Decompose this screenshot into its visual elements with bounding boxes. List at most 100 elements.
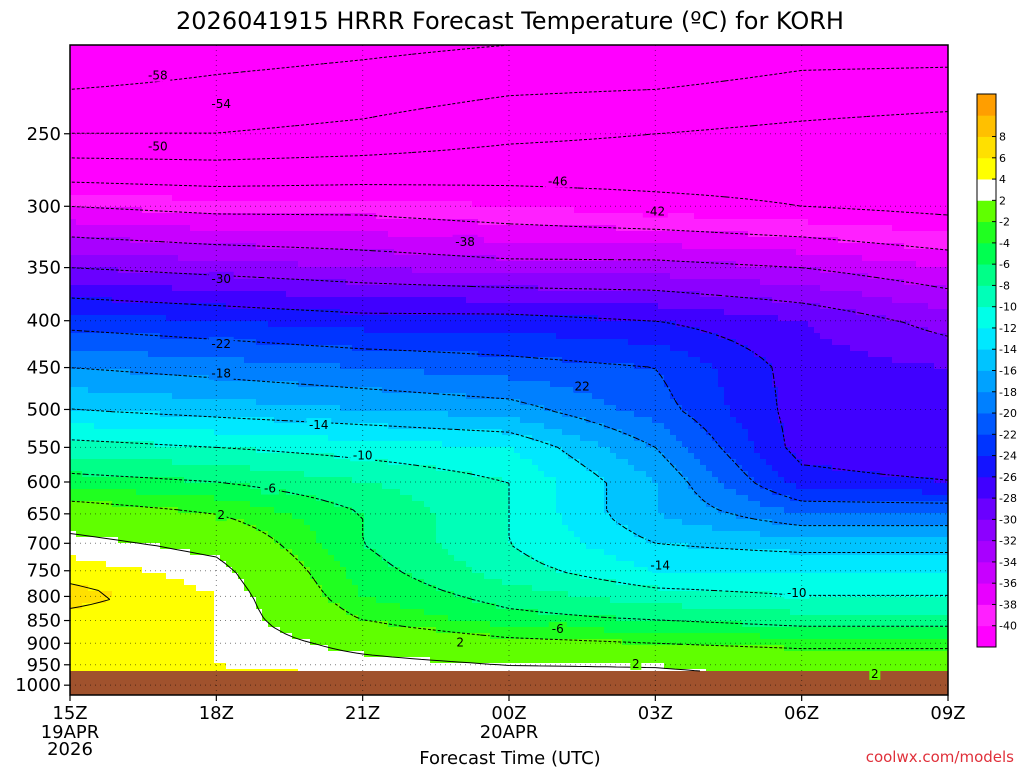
- field-cell: [184, 57, 191, 64]
- field-cell: [346, 561, 353, 568]
- field-cell: [178, 177, 185, 184]
- field-cell: [142, 495, 149, 502]
- field-cell: [226, 117, 233, 124]
- field-cell: [106, 285, 113, 292]
- field-cell: [328, 81, 335, 88]
- field-cell: [94, 153, 101, 160]
- field-cell: [76, 123, 83, 130]
- field-cell: [304, 525, 311, 532]
- field-cell: [184, 441, 191, 448]
- field-cell: [352, 321, 359, 328]
- field-cell: [202, 531, 209, 538]
- field-cell: [262, 279, 269, 286]
- field-cell: [214, 537, 221, 544]
- field-cell: [256, 537, 263, 544]
- field-cell: [292, 633, 299, 640]
- field-cell: [94, 231, 101, 238]
- field-cell: [148, 465, 155, 472]
- field-cell: [82, 537, 89, 544]
- field-cell: [238, 321, 245, 328]
- field-cell: [94, 453, 101, 460]
- field-cell: [262, 351, 269, 358]
- field-cell: [136, 495, 143, 502]
- field-cell: [106, 363, 113, 370]
- field-cell: [340, 285, 347, 292]
- field-cell: [214, 309, 221, 316]
- field-cell: [232, 465, 239, 472]
- field-cell: [148, 615, 155, 622]
- field-cell: [250, 135, 257, 142]
- field-cell: [154, 465, 161, 472]
- field-cell: [262, 315, 269, 322]
- field-cell: [124, 471, 131, 478]
- field-cell: [130, 297, 137, 304]
- field-cell: [82, 339, 89, 346]
- field-cell: [130, 201, 137, 208]
- field-cell: [94, 273, 101, 280]
- field-cell: [238, 105, 245, 112]
- field-cell: [286, 195, 293, 202]
- field-cell: [340, 201, 347, 208]
- field-cell: [202, 381, 209, 388]
- field-cell: [226, 159, 233, 166]
- field-cell: [178, 291, 185, 298]
- field-cell: [286, 387, 293, 394]
- field-cell: [124, 429, 131, 436]
- field-cell: [310, 345, 317, 352]
- field-cell: [346, 255, 353, 262]
- field-cell: [190, 321, 197, 328]
- field-cell: [292, 81, 299, 88]
- field-cell: [268, 423, 275, 430]
- field-cell: [118, 87, 125, 94]
- field-cell: [262, 579, 269, 586]
- field-cell: [178, 567, 185, 574]
- field-cell: [226, 459, 233, 466]
- field-cell: [328, 183, 335, 190]
- field-cell: [304, 489, 311, 496]
- field-cell: [346, 585, 353, 592]
- field-cell: [124, 333, 131, 340]
- field-cell: [184, 597, 191, 604]
- field-cell: [124, 519, 131, 526]
- field-cell: [310, 603, 317, 610]
- field-cell: [328, 387, 335, 394]
- field-cell: [76, 171, 83, 178]
- field-cell: [202, 621, 209, 628]
- field-cell: [292, 525, 299, 532]
- field-cell: [256, 555, 263, 562]
- field-cell: [202, 351, 209, 358]
- field-cell: [166, 285, 173, 292]
- field-cell: [340, 477, 347, 484]
- field-cell: [82, 99, 89, 106]
- field-cell: [112, 657, 119, 664]
- field-cell: [268, 225, 275, 232]
- field-cell: [166, 159, 173, 166]
- field-cell: [142, 561, 149, 568]
- field-cell: [232, 159, 239, 166]
- field-cell: [142, 99, 149, 106]
- field-cell: [274, 147, 281, 154]
- field-cell: [136, 435, 143, 442]
- field-cell: [250, 363, 257, 370]
- field-cell: [118, 525, 125, 532]
- field-cell: [160, 471, 167, 478]
- field-cell: [160, 645, 167, 652]
- field-cell: [232, 543, 239, 550]
- field-cell: [250, 153, 257, 160]
- field-cell: [166, 183, 173, 190]
- field-cell: [94, 513, 101, 520]
- field-cell: [94, 537, 101, 544]
- field-cell: [250, 639, 257, 646]
- field-cell: [274, 555, 281, 562]
- field-cell: [142, 309, 149, 316]
- field-cell: [310, 495, 317, 502]
- field-cell: [322, 279, 329, 286]
- field-cell: [166, 393, 173, 400]
- field-cell: [148, 543, 155, 550]
- field-cell: [274, 285, 281, 292]
- field-cell: [154, 177, 161, 184]
- field-cell: [154, 393, 161, 400]
- field-cell: [298, 45, 305, 52]
- field-cell: [322, 543, 329, 550]
- field-cell: [268, 93, 275, 100]
